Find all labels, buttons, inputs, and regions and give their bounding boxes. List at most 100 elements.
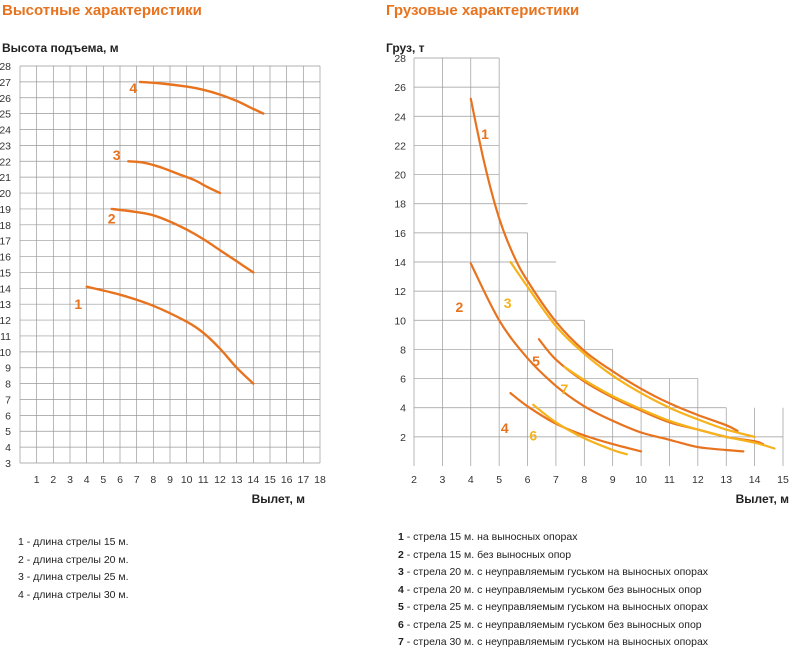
legend-item-1: 1 - длина стрелы 15 м. (18, 536, 129, 548)
x-tick-label: 2 (50, 474, 56, 486)
legend-item-3: 3 - длина стрелы 25 м. (18, 571, 129, 583)
legend-item-4: 4 - длина стрелы 30 м. (18, 588, 129, 601)
y-tick-label: 21 (0, 172, 11, 184)
series-label-4: 4 (501, 420, 509, 436)
y-tick-label: 23 (0, 140, 11, 152)
y-tick-label: 24 (0, 125, 11, 137)
y-tick-label: 7 (5, 394, 11, 406)
y-tick-label: 20 (0, 188, 11, 200)
series-label-5: 5 (532, 353, 540, 369)
series-label-2: 2 (456, 299, 464, 315)
series-label-3: 3 (113, 147, 121, 163)
y-tick-label: 28 (394, 53, 406, 65)
x-tick-label: 14 (749, 474, 761, 486)
x-tick-label: 12 (214, 474, 226, 486)
series-label-1: 1 (74, 296, 82, 312)
y-tick-label: 11 (0, 331, 11, 343)
y-tick-label: 24 (394, 111, 406, 123)
y-tick-label: 18 (394, 199, 406, 211)
y-tick-label: 14 (0, 283, 11, 295)
x-tick-label: 1 (34, 474, 40, 486)
legend-item-6: 6 - стрела 25 м. с неуправляемым гуськом… (398, 618, 702, 631)
x-tick-label: 13 (720, 474, 732, 486)
x-tick-label: 3 (439, 474, 445, 486)
height-chart-grid (19, 65, 321, 464)
x-tick-label: 2 (411, 474, 417, 486)
x-tick-label: 6 (525, 474, 531, 486)
series-line-5 (537, 338, 765, 446)
y-tick-label: 3 (5, 458, 11, 470)
y-tick-label: 6 (400, 374, 406, 386)
y-tick-label: 8 (400, 344, 406, 356)
series-label-1: 1 (481, 126, 489, 142)
y-tick-label: 18 (0, 220, 11, 232)
series-label-2: 2 (108, 210, 116, 226)
y-tick-label: 10 (0, 347, 11, 359)
x-tick-label: 5 (496, 474, 502, 486)
x-tick-label: 3 (67, 474, 73, 486)
series-line-3 (127, 160, 222, 195)
y-tick-label: 25 (0, 109, 11, 121)
y-tick-label: 13 (0, 299, 11, 311)
y-tick-label: 12 (394, 286, 406, 298)
y-tick-label: 16 (0, 252, 11, 264)
series-line-6 (532, 403, 628, 456)
series-line-1 (469, 97, 739, 433)
series-label-4: 4 (129, 80, 137, 96)
y-tick-label: 14 (394, 257, 406, 269)
load-chart-title: Грузовые характеристики (386, 2, 580, 19)
y-tick-label: 2 (400, 432, 406, 444)
y-tick-label: 20 (394, 170, 406, 182)
y-tick-label: 28 (0, 61, 11, 73)
x-tick-label: 11 (664, 474, 675, 486)
height-chart-xlabel: Вылет, м (252, 492, 306, 506)
y-tick-label: 5 (5, 426, 11, 438)
x-tick-label: 9 (610, 474, 616, 486)
x-tick-label: 9 (167, 474, 173, 486)
x-tick-label: 11 (198, 474, 209, 486)
x-tick-label: 8 (150, 474, 156, 486)
x-tick-label: 5 (100, 474, 106, 486)
load-chart-legend: 1 - стрела 15 м. на выносных опорах 2 - … (398, 529, 708, 652)
legend-item-2: 2 - стрела 15 м. без выносных опор (398, 548, 572, 561)
y-tick-label: 15 (0, 267, 11, 279)
y-tick-label: 8 (5, 379, 11, 391)
legend-item-2: 2 - длина стрелы 20 м. (18, 553, 129, 566)
x-tick-label: 7 (134, 474, 140, 486)
series-line-2 (110, 207, 255, 274)
series-label-3: 3 (504, 295, 512, 311)
x-tick-label: 10 (181, 474, 193, 486)
y-tick-label: 4 (400, 403, 406, 415)
x-tick-label: 15 (777, 474, 789, 486)
series-line-1 (85, 285, 255, 385)
series-line-4 (138, 80, 265, 115)
y-tick-label: 22 (0, 156, 11, 168)
x-tick-label: 4 (84, 474, 90, 486)
legend-item-4: 4 - стрела 20 м. с неуправляемым гуськом… (398, 583, 702, 596)
height-chart-title: Высотные характеристики (2, 2, 202, 19)
legend-item-5: 5 - стрела 25 м. с неуправляемым гуськом… (398, 601, 709, 613)
x-tick-label: 18 (314, 474, 326, 486)
series-line-7 (563, 365, 776, 450)
height-chart-legend: 1 - длина стрелы 15 м. 2 - длина стрелы … (18, 534, 129, 604)
x-tick-label: 16 (281, 474, 293, 486)
x-tick-label: 14 (247, 474, 259, 486)
y-tick-label: 4 (5, 442, 11, 454)
y-tick-label: 10 (394, 315, 406, 327)
x-tick-label: 10 (635, 474, 647, 486)
series-label-6: 6 (529, 427, 537, 443)
y-tick-label: 27 (0, 77, 11, 89)
x-tick-label: 8 (581, 474, 587, 486)
y-tick-label: 22 (394, 140, 406, 152)
load-chart-xlabel: Вылет, м (736, 492, 790, 506)
y-tick-label: 16 (394, 228, 406, 240)
x-tick-label: 13 (231, 474, 243, 486)
x-tick-label: 4 (468, 474, 474, 486)
y-tick-label: 26 (0, 93, 11, 105)
x-tick-label: 17 (297, 474, 309, 486)
x-tick-label: 12 (692, 474, 704, 486)
y-tick-label: 17 (0, 236, 11, 248)
